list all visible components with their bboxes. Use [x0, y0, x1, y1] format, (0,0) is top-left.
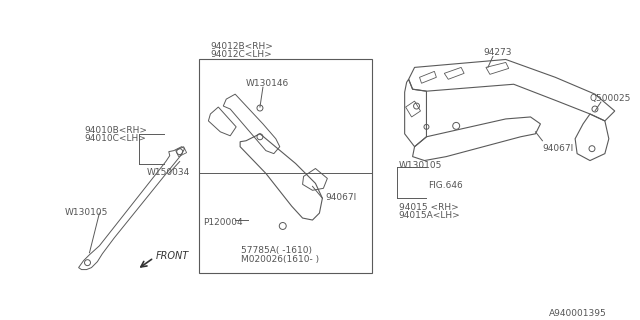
- Text: W150034: W150034: [147, 169, 190, 178]
- Bar: [198, 60, 372, 273]
- Text: 94012C<LH>: 94012C<LH>: [211, 50, 272, 59]
- Text: 94273: 94273: [483, 48, 511, 57]
- Text: W130105: W130105: [65, 208, 108, 217]
- Text: 94010C<LH>: 94010C<LH>: [84, 134, 147, 143]
- Text: FRONT: FRONT: [156, 251, 189, 261]
- Text: 94015A<LH>: 94015A<LH>: [399, 211, 460, 220]
- Text: 94067I: 94067I: [543, 144, 573, 153]
- Text: P120004: P120004: [204, 218, 243, 227]
- Text: 94015 <RH>: 94015 <RH>: [399, 203, 458, 212]
- Text: M020026(1610- ): M020026(1610- ): [241, 255, 319, 264]
- Text: 94010B<RH>: 94010B<RH>: [84, 126, 148, 135]
- Text: W130146: W130146: [246, 79, 289, 88]
- Text: Q500025: Q500025: [590, 94, 632, 103]
- Text: 94012B<RH>: 94012B<RH>: [211, 42, 273, 51]
- Text: 57785A( -1610): 57785A( -1610): [241, 246, 312, 255]
- Text: W130105: W130105: [399, 161, 442, 170]
- Text: 94067I: 94067I: [325, 193, 356, 202]
- Text: FIG.646: FIG.646: [428, 181, 463, 190]
- Text: A940001395: A940001395: [549, 309, 607, 318]
